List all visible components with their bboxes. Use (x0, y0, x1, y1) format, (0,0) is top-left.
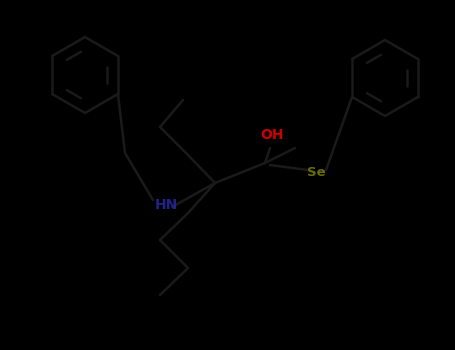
Text: HN: HN (155, 198, 178, 212)
Text: OH: OH (260, 128, 284, 142)
Text: Se: Se (307, 167, 325, 180)
